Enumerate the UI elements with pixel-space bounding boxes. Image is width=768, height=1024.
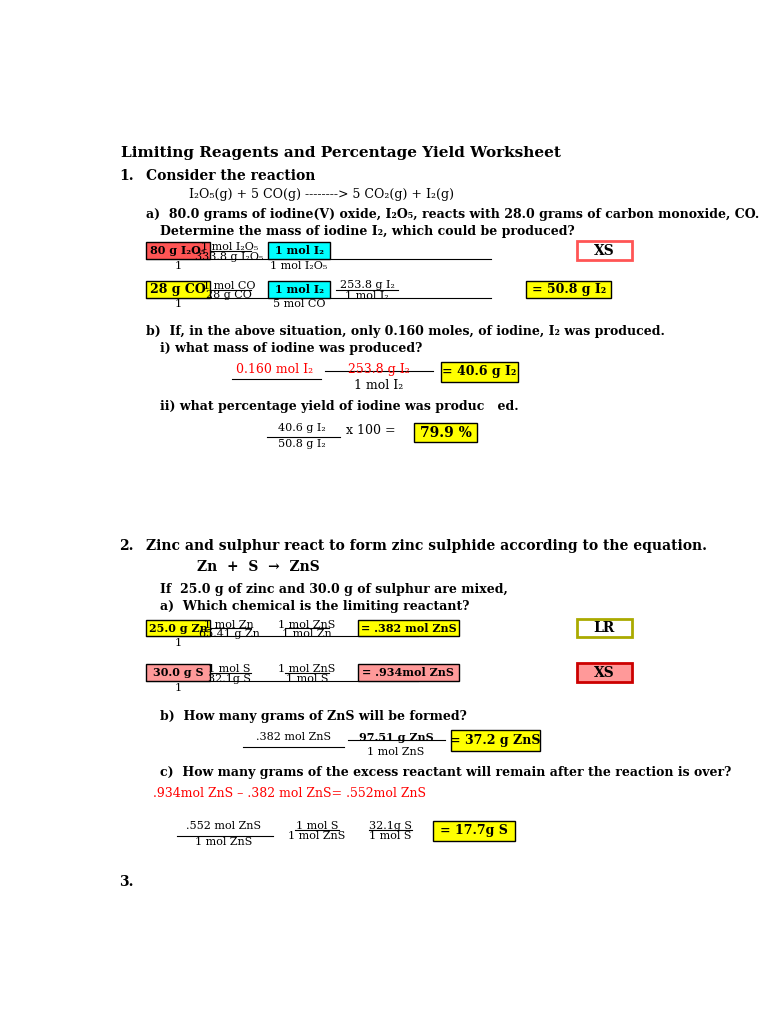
FancyBboxPatch shape <box>526 281 611 298</box>
Text: = 17.7g S: = 17.7g S <box>440 824 508 838</box>
Text: 80 g I₂O₅: 80 g I₂O₅ <box>151 245 206 256</box>
Text: 1 mol I₂O₅: 1 mol I₂O₅ <box>270 261 328 270</box>
FancyBboxPatch shape <box>577 664 632 682</box>
Text: 1 mol I₂: 1 mol I₂ <box>274 245 323 256</box>
Text: .382 mol ZnS: .382 mol ZnS <box>256 732 331 742</box>
FancyBboxPatch shape <box>441 361 518 382</box>
Text: 32.1g S: 32.1g S <box>208 674 251 684</box>
Text: 1 mol I₂: 1 mol I₂ <box>354 379 403 391</box>
Text: .934mol ZnS – .382 mol ZnS= .552mol ZnS: .934mol ZnS – .382 mol ZnS= .552mol ZnS <box>154 787 426 801</box>
Text: 1 mol ZnS: 1 mol ZnS <box>367 748 425 758</box>
Text: = 37.2 g ZnS: = 37.2 g ZnS <box>450 734 541 748</box>
Text: a)  Which chemical is the limiting reactant?: a) Which chemical is the limiting reacta… <box>160 600 469 613</box>
Text: 25.0 g Zn: 25.0 g Zn <box>149 623 207 634</box>
Text: 50.8 g I₂: 50.8 g I₂ <box>277 438 326 449</box>
Text: 1: 1 <box>174 638 182 648</box>
Text: LR: LR <box>594 621 615 635</box>
Text: Limiting Reagents and Percentage Yield Worksheet: Limiting Reagents and Percentage Yield W… <box>121 146 561 160</box>
Text: i) what mass of iodine was produced?: i) what mass of iodine was produced? <box>160 342 422 354</box>
FancyBboxPatch shape <box>433 820 515 842</box>
Text: ii) what percentage yield of iodine was produc   ed.: ii) what percentage yield of iodine was … <box>160 400 518 413</box>
Text: 1 mol S: 1 mol S <box>208 665 250 674</box>
Text: 333.8 g I₂O₅: 333.8 g I₂O₅ <box>195 252 263 262</box>
Text: 1.: 1. <box>119 169 134 183</box>
FancyBboxPatch shape <box>147 665 210 681</box>
Text: 1 mol I₂O₅: 1 mol I₂O₅ <box>200 243 258 252</box>
Text: 1 mol Zn: 1 mol Zn <box>282 629 332 639</box>
Text: = 50.8 g I₂: = 50.8 g I₂ <box>531 283 606 296</box>
Text: If  25.0 g of zinc and 30.0 g of sulphur are mixed,: If 25.0 g of zinc and 30.0 g of sulphur … <box>160 584 508 596</box>
Text: Zinc and sulphur react to form zinc sulphide according to the equation.: Zinc and sulphur react to form zinc sulp… <box>147 539 707 553</box>
Text: Determine the mass of iodine I₂, which could be produced?: Determine the mass of iodine I₂, which c… <box>160 224 574 238</box>
Text: 1 mol S: 1 mol S <box>286 674 328 684</box>
Text: Consider the reaction: Consider the reaction <box>147 169 316 183</box>
Text: 1 mol ZnS: 1 mol ZnS <box>195 837 253 847</box>
Text: 1 mol S: 1 mol S <box>369 830 412 841</box>
Text: 1 mol ZnS: 1 mol ZnS <box>278 665 336 674</box>
Text: 40.6 g I₂: 40.6 g I₂ <box>277 423 326 433</box>
Text: 1 mol S: 1 mol S <box>296 821 338 831</box>
Text: XS: XS <box>594 666 614 680</box>
Text: c)  How many grams of the excess reactant will remain after the reaction is over: c) How many grams of the excess reactant… <box>160 766 731 779</box>
FancyBboxPatch shape <box>577 618 632 637</box>
Text: 79.9 %: 79.9 % <box>419 426 472 439</box>
Text: Zn  +  S  →  ZnS: Zn + S → ZnS <box>197 560 319 574</box>
FancyBboxPatch shape <box>147 281 210 298</box>
Text: = .382 mol ZnS: = .382 mol ZnS <box>360 623 456 634</box>
Text: 30.0 g S: 30.0 g S <box>153 668 204 678</box>
FancyBboxPatch shape <box>268 243 330 259</box>
Text: 0.160 mol I₂: 0.160 mol I₂ <box>236 364 313 376</box>
Text: 65.41 g Zn: 65.41 g Zn <box>199 629 260 639</box>
Text: 253.8 g I₂: 253.8 g I₂ <box>339 280 395 290</box>
FancyBboxPatch shape <box>414 423 477 442</box>
Text: b)  If, in the above situation, only 0.160 moles, of iodine, I₂ was produced.: b) If, in the above situation, only 0.16… <box>147 325 665 338</box>
Text: 5 mol CO: 5 mol CO <box>273 299 326 309</box>
Text: 1 mol Zn: 1 mol Zn <box>204 620 254 630</box>
Text: XS: XS <box>594 244 614 258</box>
Text: x 100 =: x 100 = <box>346 424 396 436</box>
Text: = .934mol ZnS: = .934mol ZnS <box>362 668 454 678</box>
Text: 97.51 g ZnS: 97.51 g ZnS <box>359 732 433 743</box>
FancyBboxPatch shape <box>358 665 458 681</box>
FancyBboxPatch shape <box>577 242 632 260</box>
Text: 2.: 2. <box>119 539 134 553</box>
Text: b)  How many grams of ZnS will be formed?: b) How many grams of ZnS will be formed? <box>160 711 466 723</box>
Text: 1: 1 <box>174 261 182 270</box>
Text: 1: 1 <box>174 299 182 309</box>
Text: 28 g CO: 28 g CO <box>207 291 252 300</box>
Text: 1 mol I₂: 1 mol I₂ <box>346 291 389 301</box>
FancyBboxPatch shape <box>358 620 458 637</box>
Text: .552 mol ZnS: .552 mol ZnS <box>187 821 261 831</box>
Text: 1: 1 <box>174 683 182 692</box>
Text: 1 mol I₂: 1 mol I₂ <box>274 284 323 295</box>
Text: 1 mol CO: 1 mol CO <box>203 281 256 291</box>
Text: 3.: 3. <box>119 876 134 889</box>
FancyBboxPatch shape <box>147 620 210 637</box>
FancyBboxPatch shape <box>147 243 210 259</box>
Text: = 40.6 g I₂: = 40.6 g I₂ <box>442 366 517 379</box>
FancyBboxPatch shape <box>268 281 330 298</box>
Text: 253.8 g I₂: 253.8 g I₂ <box>348 364 410 376</box>
Text: 32.1g S: 32.1g S <box>369 821 412 831</box>
FancyBboxPatch shape <box>451 730 540 752</box>
Text: a)  80.0 grams of iodine(V) oxide, I₂O₅, reacts with 28.0 grams of carbon monoxi: a) 80.0 grams of iodine(V) oxide, I₂O₅, … <box>147 208 760 220</box>
Text: 1 mol ZnS: 1 mol ZnS <box>288 830 346 841</box>
Text: 28 g CO: 28 g CO <box>151 283 206 296</box>
Text: 1 mol ZnS: 1 mol ZnS <box>278 620 336 630</box>
Text: I₂O₅(g) + 5 CO(g) --------> 5 CO₂(g) + I₂(g): I₂O₅(g) + 5 CO(g) --------> 5 CO₂(g) + I… <box>189 188 454 202</box>
